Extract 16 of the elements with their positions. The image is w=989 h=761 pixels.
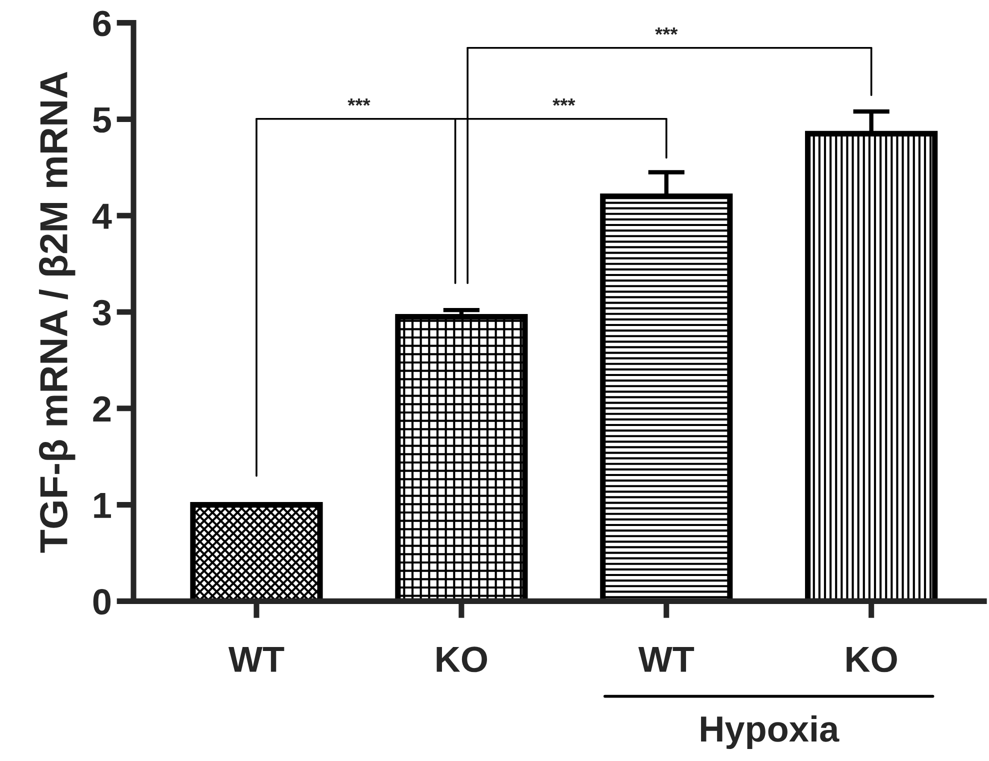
x-tick-label: WT (638, 646, 694, 672)
y-tick-label: 4 (92, 204, 112, 229)
x-tick-label: KO (846, 646, 897, 672)
x-tick-label: KO (436, 646, 487, 672)
y-tick-label: 2 (93, 396, 111, 422)
text: Hypoxia (701, 715, 840, 749)
y-axis-title: TGF-β mRNA / β2M mRNA (38, 72, 76, 553)
x-tick-label: WT (228, 646, 284, 672)
annotation: *** (655, 28, 678, 35)
y-tick-label: 1 (94, 493, 111, 518)
annotation: *** (348, 98, 370, 106)
y-tick-label: 3 (92, 300, 111, 326)
y-tick-label: 0 (93, 589, 111, 615)
annotation: *** (552, 98, 576, 106)
y-tick-label: 5 (93, 107, 111, 133)
y-tick-label: 6 (93, 10, 111, 36)
